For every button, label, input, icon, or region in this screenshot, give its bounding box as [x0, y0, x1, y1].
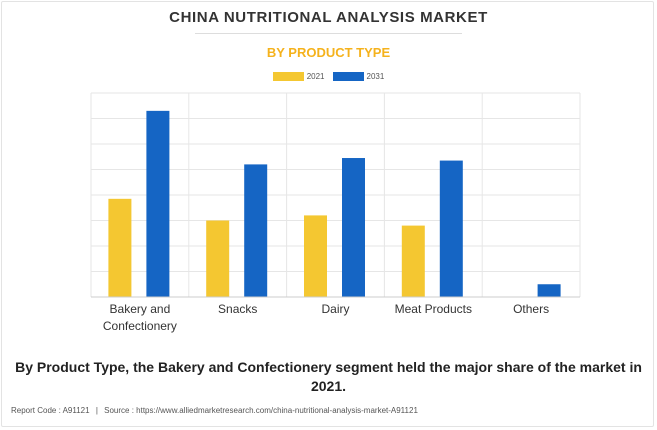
x-tick-label: Meat Products	[395, 302, 472, 316]
bar-meat-products-2031	[439, 160, 463, 297]
chart-caption: By Product Type, the Bakery and Confecti…	[15, 359, 642, 394]
chart-title: CHINA NUTRITIONAL ANALYSIS MARKET	[169, 9, 488, 26]
legend-item-2021[interactable]: 2021	[272, 72, 325, 81]
title-divider	[195, 33, 462, 34]
x-tick-label: Snacks	[218, 302, 257, 316]
bar-dairy-2031	[342, 158, 365, 297]
footer: Report Code : A91121 | Source : https://…	[11, 406, 418, 415]
footer-separator: |	[95, 406, 98, 415]
report-code: Report Code : A91121	[11, 406, 90, 415]
bar-meat-products-2021	[401, 225, 425, 297]
legend-swatch-2021	[272, 72, 304, 81]
bar-bakery-and-confectionery-2031	[146, 110, 170, 297]
legend-swatch-2031	[332, 72, 364, 81]
legend-label-2021: 2021	[306, 72, 325, 81]
bar-bakery-and-confectionery-2021	[108, 198, 132, 297]
bar-chart: Bakery and Confectionery Snacks Dairy Meat P…	[90, 92, 581, 333]
x-tick-label: Others	[513, 302, 549, 316]
bar-others-2031	[537, 284, 561, 297]
chart-subtitle: BY PRODUCT TYPE	[266, 45, 391, 60]
bar-snacks-2031	[244, 164, 268, 297]
legend-label-2031: 2031	[366, 72, 385, 81]
x-tick-label: Confectionery	[103, 319, 177, 333]
bar-snacks-2021	[206, 220, 230, 297]
bar-dairy-2021	[304, 215, 327, 297]
x-tick-label: Bakery and	[110, 302, 171, 316]
chart-legend: 2021 2031	[0, 72, 657, 81]
x-tick-label: Dairy	[321, 302, 349, 316]
source-link[interactable]: Source : https://www.alliedmarketresearc…	[104, 406, 418, 415]
legend-item-2031[interactable]: 2031	[332, 72, 385, 81]
